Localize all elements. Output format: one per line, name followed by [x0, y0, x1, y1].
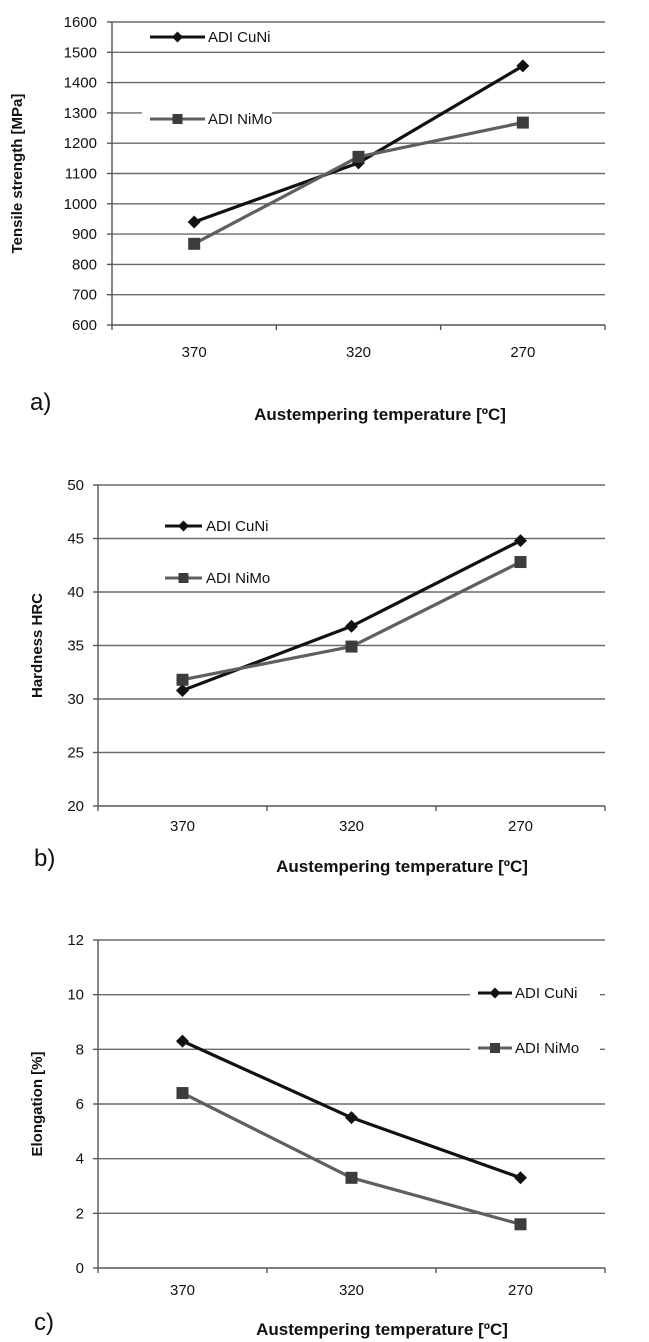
legend-marker-square — [178, 573, 189, 583]
panel-label: b) — [34, 845, 55, 872]
series-line-1 — [181, 1039, 522, 1180]
chart-panel-c: 0 2 4 6 8 10 12 370 320 270 Elongation [%] Austempe… — [29, 932, 606, 1339]
y-tick-label: 12 — [67, 932, 84, 949]
x-tick-label: 270 — [508, 818, 533, 835]
panel-label: c) — [34, 1309, 54, 1336]
x-tick-label: 270 — [508, 1282, 533, 1299]
x-tick-label: 320 — [339, 818, 364, 835]
y-tick-label: 4 — [76, 1151, 84, 1168]
series-line-2 — [193, 121, 524, 246]
legend-marker-square — [490, 1043, 500, 1053]
x-tick-label: 370 — [182, 344, 207, 361]
y-tick-label: 0 — [76, 1260, 84, 1277]
x-tick-label: 370 — [170, 1282, 195, 1299]
y-tick-label: 25 — [67, 745, 84, 762]
data-point-square — [352, 150, 365, 163]
data-point-square — [516, 116, 529, 129]
data-point-square — [188, 237, 201, 250]
y-tick-label: 800 — [72, 256, 97, 273]
data-point-diamond — [345, 1111, 358, 1125]
x-tick-label: 270 — [510, 344, 535, 361]
y-tick-label: 1200 — [64, 135, 97, 152]
data-point-square — [176, 673, 189, 686]
y-tick-label: 600 — [72, 317, 97, 334]
y-tick-label: 1600 — [64, 14, 97, 31]
y-tick-label: 35 — [67, 638, 84, 655]
data-point-diamond — [176, 1034, 189, 1048]
legend-marker-diamond — [172, 31, 183, 43]
x-axis-label: Austempering temperature [ºC] — [276, 857, 528, 876]
data-point-diamond — [514, 1171, 527, 1185]
data-point-square — [345, 1171, 358, 1184]
y-tick-label: 1500 — [64, 44, 97, 61]
data-point-diamond — [176, 683, 189, 697]
data-point-square — [514, 556, 527, 569]
legend-backdrop — [470, 1037, 600, 1059]
y-tick-label: 1400 — [64, 75, 97, 92]
legend-label-1: ADI CuNi — [515, 985, 578, 1002]
y-tick-label: 1300 — [64, 105, 97, 122]
data-point-diamond — [345, 619, 358, 633]
y-tick-label: 10 — [67, 987, 84, 1004]
legend-marker-diamond — [489, 987, 501, 999]
x-axis-label: Austempering temperature [ºC] — [256, 1320, 508, 1339]
legend-backdrop — [142, 26, 272, 48]
legend-label-2: ADI NiMo — [208, 111, 272, 128]
legend-marker-square — [172, 114, 183, 124]
x-tick-label: 370 — [170, 818, 195, 835]
y-axis-label: Tensile strength [MPa] — [9, 94, 26, 254]
data-point-square — [176, 1087, 189, 1100]
y-tick-label: 8 — [76, 1041, 84, 1058]
y-axis-label: Hardness HRC — [29, 593, 46, 698]
y-tick-label: 700 — [72, 287, 97, 304]
y-tick-label: 1000 — [64, 196, 97, 213]
x-tick-label: 320 — [339, 1282, 364, 1299]
y-tick-label: 2 — [76, 1205, 84, 1222]
y-axis-label: Elongation [%] — [29, 1052, 46, 1157]
data-point-square — [345, 640, 358, 653]
series-line-1 — [181, 539, 522, 692]
data-point-diamond — [514, 534, 527, 548]
data-point-diamond — [516, 59, 530, 73]
legend-backdrop — [470, 982, 600, 1004]
y-tick-label: 900 — [72, 226, 97, 243]
y-tick-label: 45 — [67, 531, 84, 548]
data-point-diamond — [187, 215, 201, 229]
y-tick-label: 20 — [67, 798, 84, 815]
legend-marker-diamond — [178, 520, 189, 532]
x-axis-label: Austempering temperature [ºC] — [254, 405, 506, 424]
chart-panel-b: 20 25 30 35 40 45 50 370 320 270 Hardness HRC Auste… — [29, 477, 606, 876]
y-tick-label: 6 — [76, 1096, 84, 1113]
legend-label-2: ADI NiMo — [515, 1040, 579, 1057]
y-tick-label: 50 — [67, 477, 84, 494]
legend-label-1: ADI CuNi — [206, 518, 269, 535]
chart-panel-a: 600 700 800 900 1000 1100 1200 1300 1400 1500 1600… — [9, 14, 606, 424]
y-tick-label: 30 — [67, 691, 84, 708]
y-tick-label: 40 — [67, 584, 84, 601]
x-tick-label: 320 — [346, 344, 371, 361]
legend-backdrop — [157, 567, 287, 589]
legend-label-2: ADI NiMo — [206, 570, 270, 587]
legend-backdrop — [142, 108, 272, 130]
panel-label: a) — [30, 389, 51, 416]
legend-label-1: ADI CuNi — [208, 29, 271, 46]
y-tick-label: 1100 — [65, 166, 97, 183]
data-point-square — [514, 1218, 527, 1231]
series-line-1 — [193, 64, 524, 224]
legend-backdrop — [157, 515, 287, 537]
